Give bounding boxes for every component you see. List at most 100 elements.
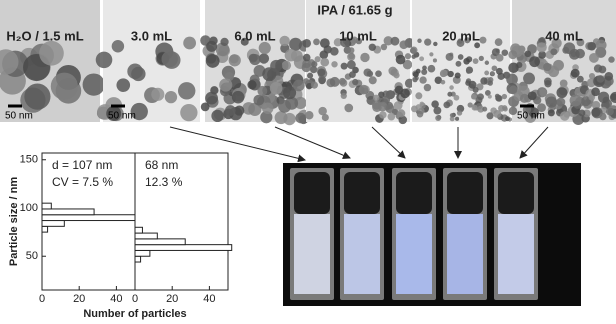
bar bbox=[41, 202, 52, 210]
particle bbox=[317, 68, 326, 77]
particle bbox=[505, 116, 510, 122]
particle bbox=[544, 80, 552, 88]
particle bbox=[486, 112, 494, 120]
particle bbox=[309, 65, 318, 74]
y-tick-label: 100 bbox=[20, 202, 38, 214]
particle bbox=[429, 52, 434, 57]
particle bbox=[538, 37, 546, 44]
particle bbox=[597, 91, 610, 103]
particle bbox=[379, 111, 387, 119]
particle bbox=[433, 41, 438, 47]
annotation: CV = 7.5 % bbox=[52, 175, 113, 189]
particle bbox=[314, 56, 321, 63]
bar bbox=[134, 249, 151, 257]
tem-image bbox=[412, 0, 510, 122]
arrow bbox=[274, 126, 351, 160]
panel-label: 40 mL bbox=[545, 28, 583, 43]
x-tick-label: 40 bbox=[110, 293, 122, 305]
particle bbox=[228, 54, 241, 67]
particle bbox=[569, 94, 582, 107]
particle bbox=[599, 112, 607, 121]
particle bbox=[487, 94, 492, 99]
particle bbox=[480, 77, 488, 85]
particle bbox=[390, 36, 400, 46]
particle bbox=[249, 54, 261, 66]
particle bbox=[524, 50, 532, 58]
particle bbox=[177, 82, 196, 100]
particle bbox=[352, 78, 359, 86]
particle bbox=[347, 52, 356, 62]
particle bbox=[95, 51, 113, 69]
particle bbox=[416, 110, 424, 118]
particle bbox=[282, 86, 297, 100]
particle bbox=[433, 106, 442, 115]
particle bbox=[372, 94, 380, 102]
particle bbox=[484, 70, 490, 76]
particle bbox=[591, 87, 600, 97]
particle bbox=[380, 43, 388, 51]
bar bbox=[134, 232, 158, 240]
particle bbox=[24, 83, 51, 110]
bar bbox=[134, 238, 186, 246]
particle bbox=[527, 91, 537, 101]
particle bbox=[161, 50, 178, 68]
particle bbox=[338, 77, 346, 85]
particle bbox=[589, 52, 599, 63]
particle bbox=[261, 102, 274, 115]
particle bbox=[319, 38, 330, 49]
particle bbox=[387, 112, 396, 121]
particle bbox=[302, 38, 312, 48]
particle bbox=[211, 109, 224, 123]
cuvette-photo bbox=[283, 163, 581, 306]
particle bbox=[127, 63, 143, 80]
particle bbox=[340, 92, 347, 100]
particle bbox=[453, 94, 460, 101]
tem-images: H₂O / 1.5 mL 50 nm 3.0 mL 50 nm 6.0 mL 10 mL 2… bbox=[0, 0, 616, 126]
particle bbox=[318, 106, 327, 116]
particle bbox=[116, 78, 131, 92]
particle bbox=[310, 81, 318, 89]
panel-label: 10 mL bbox=[339, 28, 377, 43]
particle bbox=[506, 73, 518, 86]
arrow bbox=[519, 126, 549, 159]
particle bbox=[281, 60, 292, 71]
particle bbox=[508, 50, 518, 60]
particle bbox=[545, 96, 558, 108]
particle bbox=[604, 72, 614, 81]
particle bbox=[528, 107, 539, 118]
particle bbox=[547, 109, 555, 117]
particle bbox=[468, 80, 477, 89]
y-tick-label: 50 bbox=[26, 250, 38, 262]
particle bbox=[270, 59, 283, 73]
particle bbox=[588, 72, 596, 80]
particle bbox=[494, 38, 503, 46]
particle bbox=[358, 84, 369, 95]
particle bbox=[0, 49, 19, 75]
particle bbox=[591, 107, 601, 117]
particle bbox=[570, 68, 580, 78]
particle bbox=[368, 76, 377, 85]
bar bbox=[41, 208, 95, 216]
particle bbox=[215, 42, 230, 57]
particle bbox=[349, 71, 356, 78]
particle bbox=[537, 103, 546, 113]
bar bbox=[41, 214, 136, 222]
particle bbox=[419, 76, 427, 84]
y-axis-title: Particle size / nm bbox=[8, 177, 20, 266]
bar bbox=[41, 225, 49, 233]
particle bbox=[346, 60, 356, 70]
particle bbox=[501, 49, 509, 57]
bar bbox=[134, 255, 142, 263]
particle bbox=[559, 79, 568, 88]
particle bbox=[411, 54, 417, 59]
particle bbox=[550, 48, 558, 56]
cuvette-liquid bbox=[498, 214, 534, 294]
cuvette-liquid bbox=[344, 214, 380, 294]
plot-frame bbox=[134, 152, 229, 291]
particle bbox=[457, 54, 464, 60]
particle bbox=[289, 37, 302, 51]
particle bbox=[240, 37, 249, 46]
particle bbox=[501, 105, 508, 111]
particle bbox=[305, 110, 314, 120]
particle bbox=[556, 97, 566, 107]
